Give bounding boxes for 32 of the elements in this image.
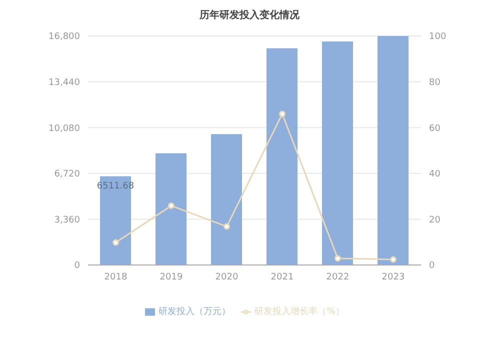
x-tick-label: 2020 (215, 272, 238, 282)
point (334, 255, 341, 262)
y2-tick-label: 20 (429, 215, 441, 226)
y-tick-label: 6,720 (54, 170, 80, 180)
point (112, 239, 119, 246)
bar (322, 41, 353, 265)
y2-tick-label: 60 (429, 124, 441, 134)
point (168, 202, 174, 209)
y2-tick-label: 40 (429, 170, 441, 180)
x-tick-label: 2021 (270, 272, 294, 282)
chart-title: 历年研发投入变化情况 (198, 8, 300, 23)
bar (266, 48, 298, 265)
x-tick-label: 2023 (382, 272, 405, 282)
x-tick-label: 2022 (326, 272, 350, 282)
bar (211, 134, 242, 265)
y2-tick-label: 80 (429, 78, 441, 88)
x-tick-label: 2018 (104, 272, 128, 282)
y-tick-label: 10,080 (48, 124, 80, 134)
point (390, 256, 396, 263)
point (279, 110, 286, 118)
point (224, 223, 230, 230)
legend-label: 研发投入（万元） (158, 307, 231, 317)
bar (156, 153, 186, 265)
y-tick-label: 0 (74, 261, 80, 272)
x-tick-label: 2019 (160, 272, 183, 282)
bar (378, 36, 408, 265)
y-tick-label: 13,440 (48, 78, 80, 88)
legend-label: 研发投入增长率（%） (254, 307, 344, 317)
y-tick-label: 3,360 (54, 215, 80, 226)
y-tick-label: 16,800 (48, 32, 80, 42)
y2-tick-label: 0 (429, 261, 435, 272)
y2-tick-label: 100 (429, 32, 446, 42)
